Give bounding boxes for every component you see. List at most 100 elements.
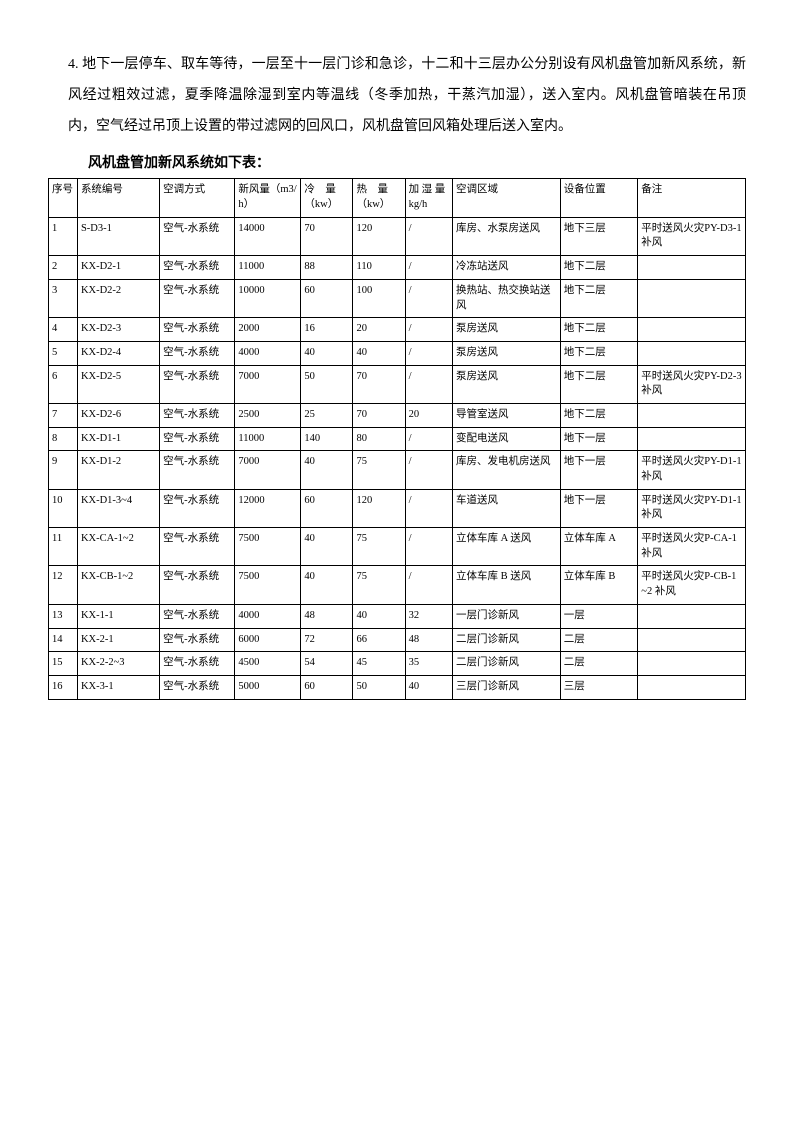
table-cell <box>638 256 746 280</box>
table-cell <box>638 318 746 342</box>
table-cell: 9 <box>49 451 78 489</box>
table-cell: / <box>405 365 452 403</box>
table-cell: 120 <box>353 489 405 527</box>
table-cell: 空气-水系统 <box>160 451 235 489</box>
table-cell: 45 <box>353 652 405 676</box>
table-cell: 空气-水系统 <box>160 604 235 628</box>
table-cell: 66 <box>353 628 405 652</box>
table-cell: 48 <box>405 628 452 652</box>
table-cell: 立体车库 A <box>560 528 638 566</box>
table-row: 6KX-D2-5空气-水系统70005070/泵房送风地下二层平时送风火灾PY-… <box>49 365 746 403</box>
table-cell: KX-D1-1 <box>77 427 159 451</box>
table-row: 3KX-D2-2空气-水系统1000060100/换热站、热交换站送风地下二层 <box>49 279 746 317</box>
table-cell: 泵房送风 <box>453 365 561 403</box>
table-cell: KX-D2-1 <box>77 256 159 280</box>
table-cell: 空气-水系统 <box>160 318 235 342</box>
table-cell: 空气-水系统 <box>160 427 235 451</box>
table-cell: 20 <box>353 318 405 342</box>
table-cell <box>638 403 746 427</box>
table-cell: / <box>405 256 452 280</box>
para-text: 地下一层停车、取车等待，一层至十一层门诊和急诊，十二和十三层办公分别设有风机盘管… <box>68 57 746 134</box>
table-cell: 二层门诊新风 <box>453 628 561 652</box>
table-cell: 地下二层 <box>560 341 638 365</box>
table-row: 16KX-3-1空气-水系统5000605040三层门诊新风三层 <box>49 675 746 699</box>
table-cell: 导管室送风 <box>453 403 561 427</box>
table-cell: 地下一层 <box>560 427 638 451</box>
table-cell: 平时送风火灾P-CB-1~2 补风 <box>638 566 746 604</box>
table-cell <box>638 427 746 451</box>
table-title: 风机盘管加新风系统如下表： <box>88 152 746 172</box>
table-cell: 60 <box>301 279 353 317</box>
table-cell: 10 <box>49 489 78 527</box>
table-row: 14KX-2-1空气-水系统6000726648二层门诊新风二层 <box>49 628 746 652</box>
table-cell: KX-2-2~3 <box>77 652 159 676</box>
table-cell: 6000 <box>235 628 301 652</box>
table-cell: 泵房送风 <box>453 341 561 365</box>
table-row: 10KX-D1-3~4空气-水系统1200060120/车道送风地下一层平时送风… <box>49 489 746 527</box>
table-cell: 平时送风火灾PY-D1-1 补风 <box>638 489 746 527</box>
table-cell: 立体车库 B 送风 <box>453 566 561 604</box>
table-cell: 100 <box>353 279 405 317</box>
table-row: 4KX-D2-3空气-水系统20001620/泵房送风地下二层 <box>49 318 746 342</box>
table-cell: 库房、水泵房送风 <box>453 217 561 255</box>
table-cell: 空气-水系统 <box>160 566 235 604</box>
table-cell: 20 <box>405 403 452 427</box>
table-cell: 50 <box>301 365 353 403</box>
table-cell: 地下二层 <box>560 256 638 280</box>
th-cooling: 冷 量（kw） <box>301 179 353 217</box>
table-cell: KX-D2-6 <box>77 403 159 427</box>
table-cell <box>638 675 746 699</box>
table-cell: 40 <box>353 604 405 628</box>
table-cell: 25 <box>301 403 353 427</box>
table-row: 2KX-D2-1空气-水系统1100088110/冷冻站送风地下二层 <box>49 256 746 280</box>
table-cell: 6 <box>49 365 78 403</box>
table-cell: 2 <box>49 256 78 280</box>
table-cell: KX-D2-2 <box>77 279 159 317</box>
table-cell: 70 <box>353 403 405 427</box>
table-cell: 泵房送风 <box>453 318 561 342</box>
table-cell: 4 <box>49 318 78 342</box>
th-area: 空调区域 <box>453 179 561 217</box>
th-remark: 备注 <box>638 179 746 217</box>
table-row: 7KX-D2-6空气-水系统2500257020导管室送风地下二层 <box>49 403 746 427</box>
table-cell: / <box>405 318 452 342</box>
table-cell: 7500 <box>235 528 301 566</box>
table-cell: 60 <box>301 489 353 527</box>
table-cell: 4000 <box>235 604 301 628</box>
table-cell: 地下三层 <box>560 217 638 255</box>
table-cell: 空气-水系统 <box>160 652 235 676</box>
table-cell: 变配电送风 <box>453 427 561 451</box>
table-cell: 二层 <box>560 628 638 652</box>
table-cell: / <box>405 566 452 604</box>
table-row: 13KX-1-1空气-水系统4000484032一层门诊新风一层 <box>49 604 746 628</box>
table-cell: 12 <box>49 566 78 604</box>
table-cell: 7000 <box>235 365 301 403</box>
table-cell: 空气-水系统 <box>160 279 235 317</box>
table-cell: 空气-水系统 <box>160 403 235 427</box>
table-cell: 空气-水系统 <box>160 365 235 403</box>
table-cell <box>638 604 746 628</box>
table-cell: 40 <box>301 341 353 365</box>
table-cell: 空气-水系统 <box>160 256 235 280</box>
table-cell: / <box>405 451 452 489</box>
table-cell: 14 <box>49 628 78 652</box>
table-cell: 13 <box>49 604 78 628</box>
table-cell: 4500 <box>235 652 301 676</box>
table-cell: 16 <box>301 318 353 342</box>
table-cell: KX-D2-4 <box>77 341 159 365</box>
table-cell: 15 <box>49 652 78 676</box>
table-cell: 5000 <box>235 675 301 699</box>
table-cell: 平时送风火灾PY-D2-3 补风 <box>638 365 746 403</box>
table-cell: 75 <box>353 528 405 566</box>
th-method: 空调方式 <box>160 179 235 217</box>
table-cell: 7000 <box>235 451 301 489</box>
table-row: 1S-D3-1空气-水系统1400070120/库房、水泵房送风地下三层平时送风… <box>49 217 746 255</box>
table-cell: 平时送风火灾PY-D1-1 补风 <box>638 451 746 489</box>
table-cell: 72 <box>301 628 353 652</box>
table-cell: 地下二层 <box>560 279 638 317</box>
th-location: 设备位置 <box>560 179 638 217</box>
table-cell: / <box>405 427 452 451</box>
table-body: 1S-D3-1空气-水系统1400070120/库房、水泵房送风地下三层平时送风… <box>49 217 746 699</box>
table-cell: / <box>405 279 452 317</box>
table-cell: 1 <box>49 217 78 255</box>
